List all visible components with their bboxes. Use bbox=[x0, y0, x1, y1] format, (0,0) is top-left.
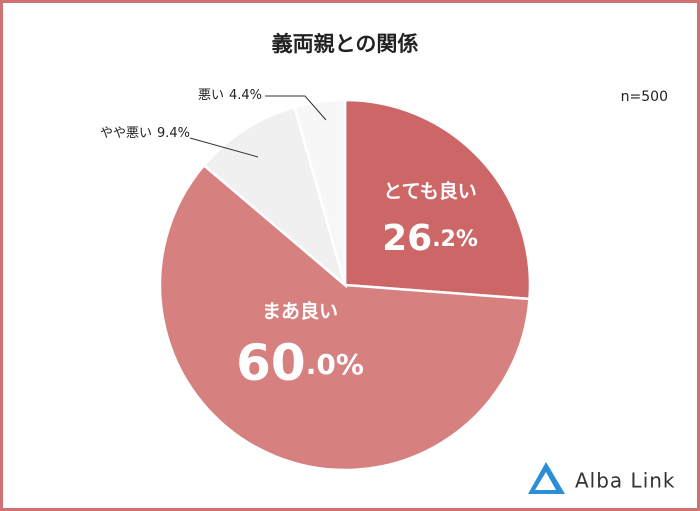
value-label: 26.2% bbox=[382, 218, 478, 259]
chart-title: 義両親との関係 bbox=[272, 32, 419, 56]
leader-line bbox=[189, 137, 259, 158]
outer-label-category: 悪い bbox=[198, 88, 224, 103]
outer-label-category: やや悪い bbox=[100, 126, 152, 141]
pie-slice bbox=[158, 163, 531, 472]
outer-label: やや悪い 9.4% bbox=[100, 126, 190, 141]
pie-slice bbox=[343, 98, 532, 301]
outer-label-value: 4.4% bbox=[229, 88, 262, 103]
outer-label: 悪い 4.4% bbox=[198, 88, 262, 103]
leader-line bbox=[265, 95, 327, 121]
logo-text: Alba Link bbox=[575, 469, 676, 493]
pie-slice bbox=[292, 98, 347, 286]
logo: Alba Link bbox=[528, 462, 676, 494]
logo-icon-inner bbox=[535, 472, 556, 490]
sample-size: n=500 bbox=[621, 89, 668, 105]
slice-label: まあ良い bbox=[262, 300, 338, 323]
outer-label-value: 9.4% bbox=[157, 126, 190, 141]
value-label: 60.0% bbox=[236, 334, 364, 392]
slice-label: とても良い bbox=[383, 180, 476, 203]
